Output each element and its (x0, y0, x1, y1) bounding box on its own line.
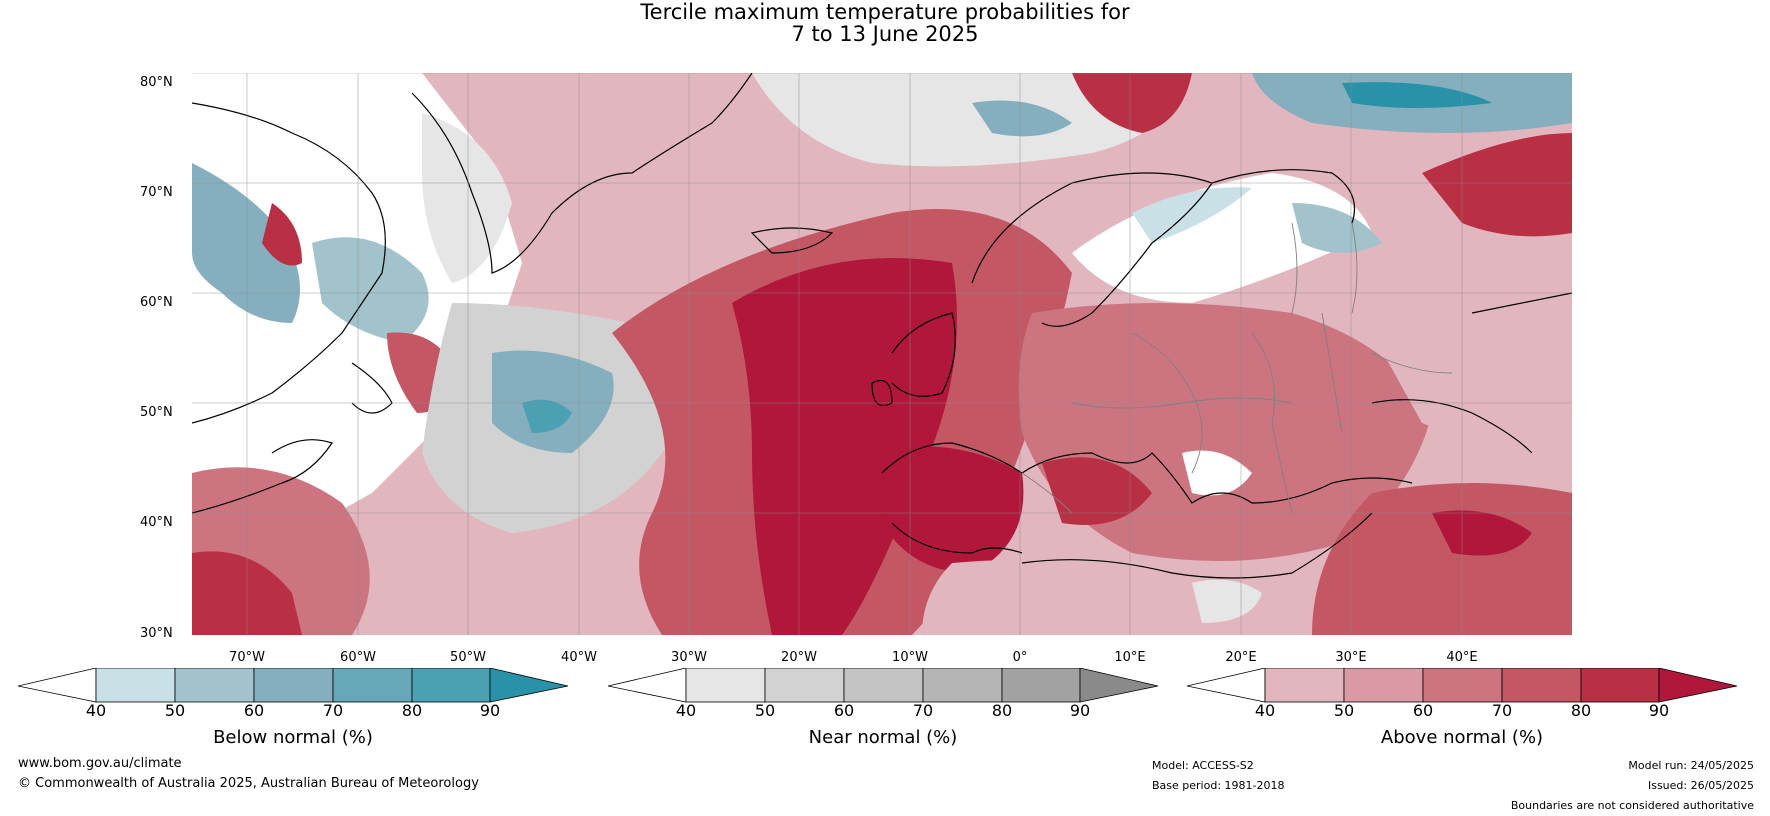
region-anatolia-dark (1432, 510, 1532, 556)
region-balkans-white (1182, 450, 1252, 496)
footer-model: Model: ACCESS-S2 (1152, 759, 1254, 772)
cb-above-seg-2 (1343, 668, 1424, 703)
region-africa-light (922, 559, 1252, 635)
cb-above-tick-80: 80 (1570, 701, 1592, 720)
cb-near-seg-0 (608, 668, 687, 703)
cb-near-tick-60: 60 (833, 701, 855, 720)
lon-label-40e: 40°E (1446, 650, 1478, 665)
region-east-light (1372, 315, 1572, 441)
region-scandinavia-blue (1132, 187, 1252, 243)
cb-near-seg-5 (1001, 668, 1081, 703)
cb-near-seg-3 (843, 668, 924, 703)
cb-near-seg-1 (685, 668, 766, 703)
cb-below-tick-40: 40 (85, 701, 107, 720)
lon-label-30w: 30°W (671, 650, 707, 665)
lon-label-10w: 10°W (892, 650, 928, 665)
lon-label-70w: 70°W (229, 650, 265, 665)
region-atlantic-blue-core (522, 399, 572, 433)
country-borders (1021, 222, 1453, 514)
cb-above-seg-3 (1422, 668, 1503, 703)
cb-near-title: Near normal (%) (808, 727, 958, 748)
region-greenland-grey (422, 113, 512, 283)
region-canada-blue (192, 163, 300, 323)
lat-label-40n: 40°N (140, 515, 173, 530)
cb-near-seg-2 (764, 668, 845, 703)
cb-below-seg-5 (411, 668, 491, 703)
lat-label-80n: 80°N (140, 75, 173, 90)
region-labrador-red (262, 203, 302, 266)
colorbar-below (18, 668, 568, 703)
cb-above-tick-60: 60 (1412, 701, 1434, 720)
cb-near-seg-4 (922, 668, 1003, 703)
lon-label-60w: 60°W (340, 650, 376, 665)
gridlines (192, 73, 1572, 635)
lon-label-30e: 30°E (1335, 650, 1367, 665)
map-title-line-2: 7 to 13 June 2025 (791, 22, 979, 46)
lon-label-50w: 50°W (450, 650, 486, 665)
footer-website: www.bom.gov.au/climate (18, 756, 182, 771)
lon-label-20w: 20°W (781, 650, 817, 665)
cb-above-seg-1 (1264, 668, 1345, 703)
cb-near-tick-90: 90 (1069, 701, 1091, 720)
cb-above-seg-4 (1501, 668, 1582, 703)
region-svalbard-red (1072, 73, 1192, 133)
cb-above-tick-90: 90 (1648, 701, 1670, 720)
probability-map (192, 73, 1572, 635)
cb-above-seg-0 (1187, 668, 1266, 703)
footer-model-run: Model run: 24/05/2025 (1628, 759, 1754, 772)
cb-below-tick-70: 70 (322, 701, 344, 720)
lat-label-30n: 30°N (140, 626, 173, 641)
region-egypt-grey (1192, 579, 1262, 623)
cb-above-tick-50: 50 (1333, 701, 1355, 720)
lat-label-50n: 50°N (140, 405, 173, 420)
cb-below-seg-1 (95, 668, 176, 703)
cb-above-seg-6 (1658, 668, 1737, 703)
footer-disclaimer: Boundaries are not considered authoritat… (1510, 799, 1754, 812)
cb-below-title: Below normal (%) (213, 727, 373, 748)
region-arctic-grey (752, 73, 1192, 167)
region-ural-red (1422, 133, 1572, 237)
cb-below-tick-90: 90 (479, 701, 501, 720)
lon-label-0: 0° (1012, 650, 1028, 665)
cb-above-seg-5 (1580, 668, 1660, 703)
cb-near-seg-6 (1079, 668, 1158, 703)
cb-below-seg-4 (332, 668, 413, 703)
coastlines (192, 73, 1572, 579)
region-med-dark (1042, 457, 1152, 525)
cb-below-tick-60: 60 (243, 701, 265, 720)
colorbar-above (1187, 668, 1737, 703)
cb-near-tick-40: 40 (675, 701, 697, 720)
map-canvas (192, 73, 1572, 635)
cb-below-seg-2 (174, 668, 255, 703)
cb-above-tick-70: 70 (1491, 701, 1513, 720)
cb-below-tick-80: 80 (401, 701, 423, 720)
footer-issued: Issued: 26/05/2025 (1647, 779, 1754, 792)
cb-near-tick-50: 50 (754, 701, 776, 720)
footer-base-period: Base period: 1981-2018 (1152, 779, 1285, 792)
lon-label-40w: 40°W (561, 650, 597, 665)
footer-copyright: © Commonwealth of Australia 2025, Austra… (18, 776, 479, 791)
cb-near-tick-70: 70 (912, 701, 934, 720)
lon-label-20e: 20°E (1225, 650, 1257, 665)
region-central-red-core (732, 258, 957, 635)
lon-label-10e: 10°E (1114, 650, 1146, 665)
colorbar-near (608, 668, 1158, 703)
cb-below-seg-6 (489, 668, 568, 703)
region-barents-blue-core (1342, 82, 1492, 108)
cb-near-tick-80: 80 (991, 701, 1013, 720)
cb-below-seg-0 (18, 668, 97, 703)
lat-label-70n: 70°N (140, 185, 173, 200)
region-arctic-blue (972, 100, 1072, 137)
lat-label-60n: 60°N (140, 295, 173, 310)
cb-above-tick-40: 40 (1254, 701, 1276, 720)
map-title-line-1: Tercile maximum temperature probabilitie… (640, 0, 1130, 24)
region-finland-blue (1292, 203, 1382, 253)
cb-below-tick-50: 50 (164, 701, 186, 720)
cb-above-title: Above normal (%) (1380, 727, 1544, 748)
cb-below-seg-3 (253, 668, 334, 703)
